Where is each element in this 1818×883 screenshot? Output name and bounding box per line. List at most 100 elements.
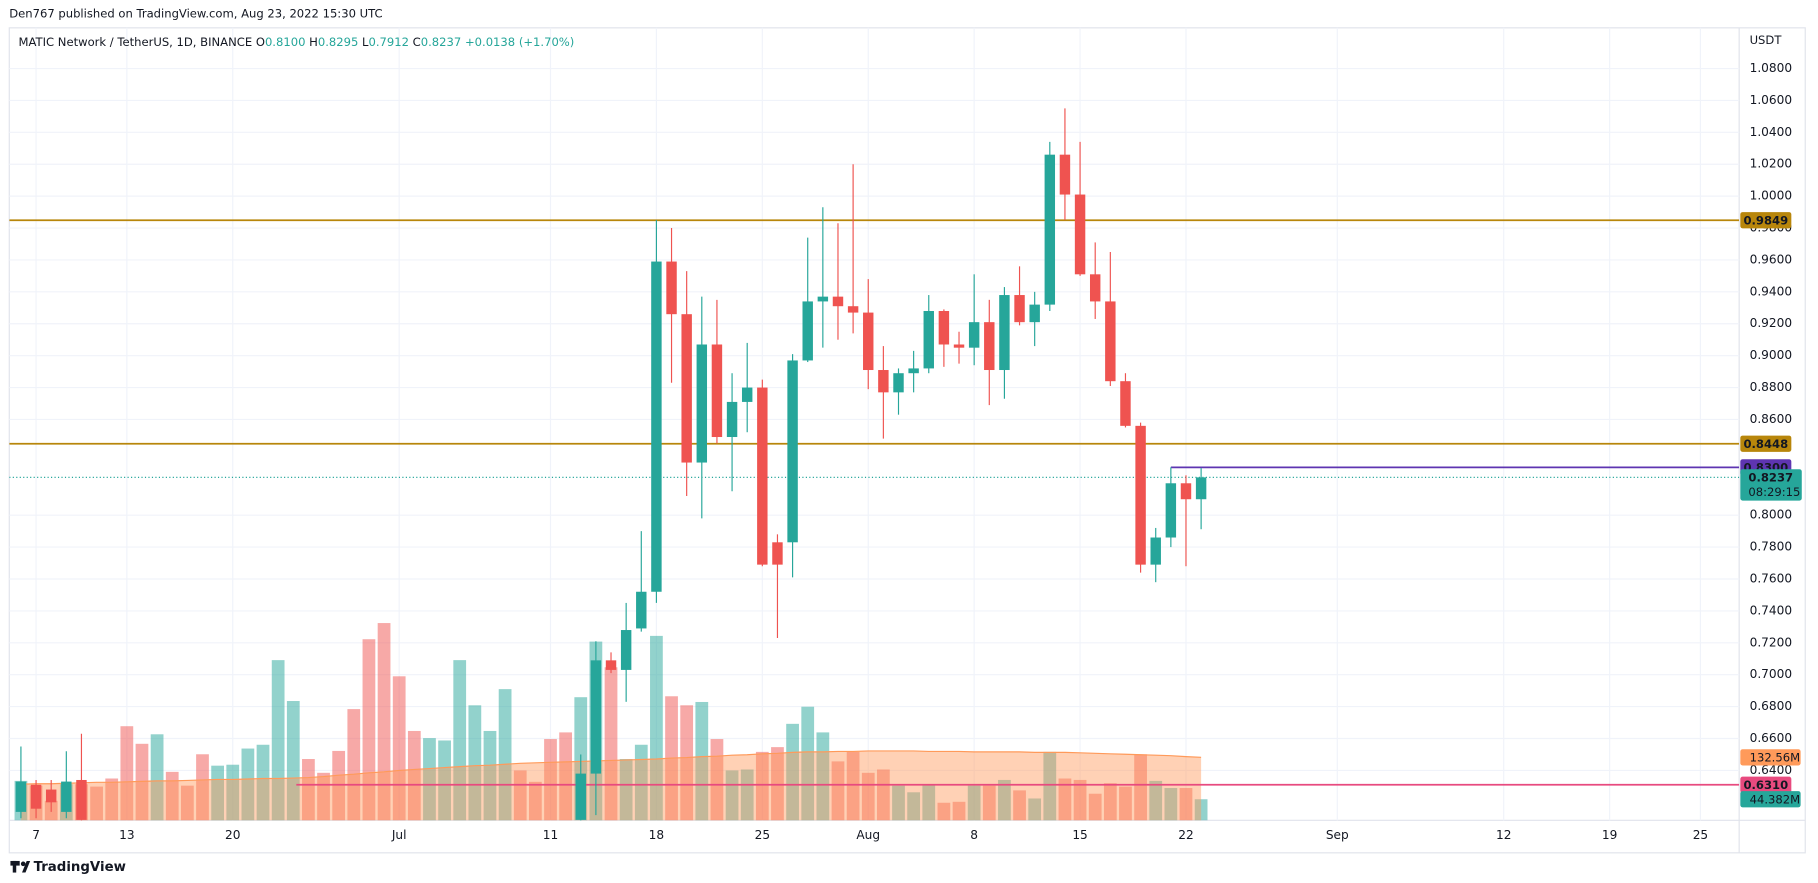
volume-bar [680, 705, 694, 821]
volume-bar [755, 751, 769, 821]
volume-bar [1043, 751, 1057, 821]
legend-change: +0.0138 (+1.70%) [465, 34, 574, 48]
candle-body [1089, 274, 1101, 302]
y-tick-label: 1.0200 [1750, 157, 1793, 171]
candle-body [893, 373, 904, 393]
candle-body [590, 660, 602, 774]
volume-bar [423, 738, 436, 821]
y-tick-label: 0.9200 [1750, 316, 1793, 330]
volume-bar [710, 739, 724, 821]
x-tick-label: 12 [1496, 828, 1511, 842]
candle-body [1150, 537, 1161, 565]
volume-bar [468, 705, 482, 821]
candle-body [817, 296, 829, 302]
volume-bar [725, 770, 739, 821]
currency: USDT [1750, 33, 1783, 47]
x-tick-label: 19 [1602, 828, 1617, 842]
level-tag-label: 0.8448 [1743, 437, 1788, 451]
x-tick-label: 11 [543, 828, 558, 842]
x-tick-label: Sep [1326, 828, 1349, 842]
volume-bar [967, 785, 981, 821]
volume-bar [771, 747, 784, 821]
y-tick-label: 0.6600 [1750, 731, 1793, 745]
volume-bar [241, 748, 255, 821]
volume-bar [1134, 754, 1147, 821]
volume-bar [226, 764, 240, 821]
candle-body [984, 322, 995, 371]
volume-bar [483, 730, 497, 821]
volume-bar [998, 779, 1011, 821]
volume-bar [90, 786, 103, 821]
candle-body [575, 773, 586, 820]
y-tick-label: 1.0800 [1750, 61, 1793, 75]
candle-body [76, 779, 87, 820]
volume-bar [650, 635, 663, 821]
volume-ma-line [20, 750, 1202, 785]
y-tick-label: 0.9400 [1750, 284, 1793, 298]
volume-bar [937, 802, 951, 821]
volume-ma-tag [1740, 749, 1801, 766]
x-tick-label: 22 [1178, 828, 1193, 842]
y-tick-label: 0.8000 [1750, 508, 1793, 522]
volume-bar [1149, 780, 1163, 821]
volume-tag-label: 44.382M [1750, 792, 1800, 806]
volume-bar [559, 732, 573, 821]
legend-value: 0.8237 [421, 34, 462, 48]
volume-bar [831, 761, 845, 821]
candle-body [787, 360, 798, 543]
candle-body [30, 784, 42, 809]
x-tick-label: Aug [856, 828, 880, 842]
legend: MATIC Network / TetherUS, 1D, BINANCE O0… [19, 34, 575, 48]
volume-bar [952, 801, 966, 821]
x-tick-label: 7 [32, 828, 40, 842]
volume-bar [271, 660, 285, 821]
volume-bar [786, 723, 799, 821]
y-tick-label: 0.7000 [1750, 667, 1793, 681]
legend-key: H [309, 34, 318, 48]
candle-body [61, 781, 72, 812]
volume-bar [1179, 788, 1193, 821]
y-tick-label: 0.7600 [1750, 571, 1793, 585]
y-tick-label: 0.7800 [1750, 540, 1793, 554]
candle-body [847, 306, 859, 313]
volume-bar [892, 785, 905, 821]
volume-bar [634, 744, 648, 821]
footer-brand: TradingView [34, 860, 126, 875]
y-tick-label: 1.0000 [1750, 189, 1793, 203]
legend-key: O [256, 34, 265, 48]
legend-key: L [362, 34, 369, 48]
volume-bar [801, 706, 815, 821]
volume-bar [120, 726, 134, 821]
candle-body [908, 368, 919, 374]
volume-tag [1740, 791, 1801, 808]
legend-value: 0.7912 [368, 34, 409, 48]
volume-bar [695, 701, 709, 821]
candle-body [863, 312, 874, 371]
y-tick-label: 0.9000 [1750, 348, 1793, 362]
axes: 7 13 20 Jul 11 18 25 Aug 8 15 22 Sep 12 19 25 1.0800 1.0… [32, 61, 1802, 842]
candle-body [1135, 425, 1146, 565]
plot-area [9, 108, 1740, 821]
volume-bar [1119, 786, 1132, 821]
candle-body [802, 301, 813, 361]
y-tick-label: 1.0400 [1750, 125, 1793, 139]
x-tick-label: 20 [225, 828, 240, 842]
y-tick-label: 0.7400 [1750, 603, 1793, 617]
grid [9, 27, 1740, 821]
volume-bar [544, 739, 557, 821]
level-tag-label: 0.6310 [1743, 778, 1788, 792]
y-tick-label: 0.7200 [1750, 635, 1793, 649]
volume-bar [1013, 790, 1026, 821]
candle-body [696, 344, 708, 463]
x-tick-label: 13 [119, 828, 134, 842]
candle-body [726, 401, 738, 438]
volume-ma-tag-label: 132.56M [1750, 750, 1800, 764]
volume-bar [302, 759, 315, 821]
candle-body [1059, 154, 1071, 195]
last-price-countdown: 08:29:15 [1748, 485, 1800, 499]
y-tick-label: 0.9600 [1750, 252, 1793, 266]
x-tick-label: 15 [1072, 828, 1087, 842]
last-price-tag [1740, 469, 1802, 501]
